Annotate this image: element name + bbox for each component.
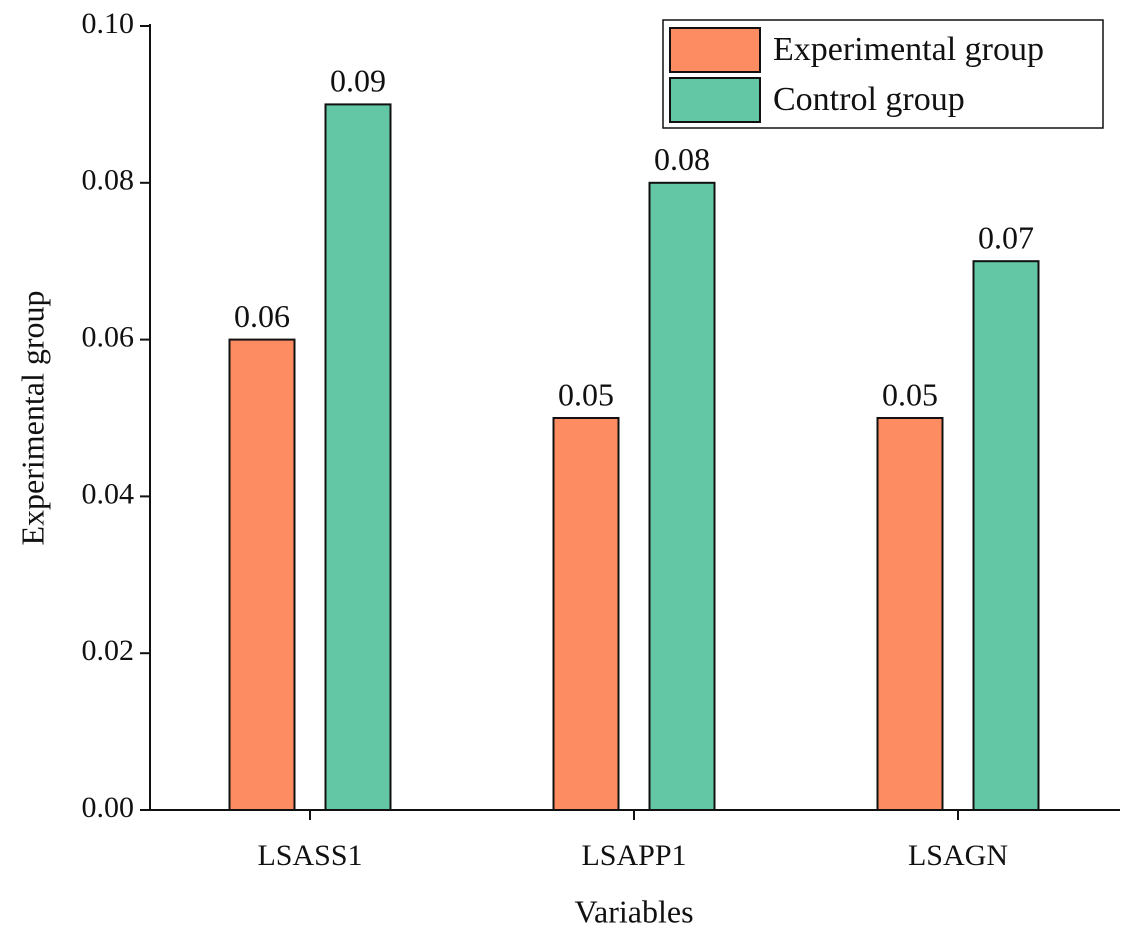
legend-swatch	[669, 27, 761, 73]
bar	[876, 417, 944, 811]
bar	[228, 338, 296, 811]
bar	[972, 260, 1040, 811]
x-tick-label: LSAPP1	[581, 839, 686, 872]
y-tick-label: 0.00	[82, 791, 135, 824]
bar	[324, 103, 392, 811]
value-label: 0.06	[234, 298, 290, 334]
value-label: 0.05	[558, 376, 614, 412]
y-tick-label: 0.06	[82, 320, 135, 353]
value-label: 0.05	[882, 376, 938, 412]
legend-label: Experimental group	[773, 31, 1044, 68]
bar	[648, 181, 716, 812]
legend-label: Control group	[773, 81, 965, 118]
y-tick-label: 0.08	[82, 164, 135, 197]
x-tick-label: LSAGN	[908, 839, 1008, 872]
y-tick-label: 0.10	[82, 7, 135, 40]
bar	[552, 417, 620, 811]
y-tick-label: 0.02	[82, 634, 135, 667]
legend-swatch	[669, 77, 761, 123]
value-label: 0.07	[978, 220, 1034, 256]
x-axis-title: Variables	[574, 893, 693, 929]
y-axis-title: Experimental group	[14, 290, 50, 545]
y-tick-label: 0.04	[82, 477, 135, 510]
x-tick-label: LSASS1	[257, 839, 362, 872]
value-label: 0.08	[654, 141, 710, 177]
value-label: 0.09	[330, 63, 386, 99]
